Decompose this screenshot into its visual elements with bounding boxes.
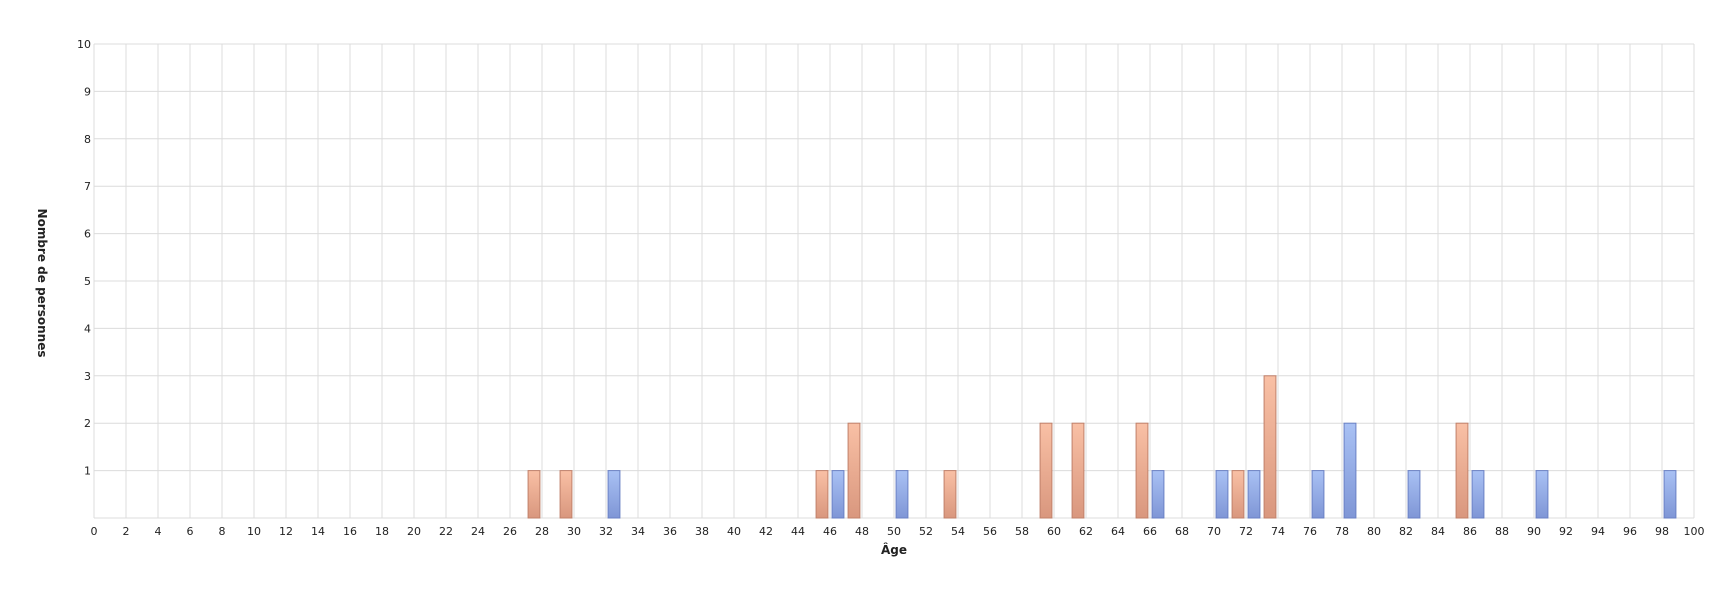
x-tick-label: 70: [1207, 525, 1221, 538]
y-tick-label: 7: [84, 180, 91, 193]
x-tick-label: 32: [599, 525, 613, 538]
bar-blue-age-86: [1471, 470, 1485, 519]
x-tick-label: 36: [663, 525, 677, 538]
bar-blue-age-70: [1215, 470, 1229, 519]
x-tick-label: 98: [1655, 525, 1669, 538]
x-tick-label: 20: [407, 525, 421, 538]
bar-orange-age-47: [847, 422, 861, 519]
x-tick-label: 58: [1015, 525, 1029, 538]
bar-blue-age-46: [831, 470, 845, 519]
x-tick-label: 38: [695, 525, 709, 538]
x-tick-label: 78: [1335, 525, 1349, 538]
y-tick-label: 2: [84, 417, 91, 430]
x-tick-label: 68: [1175, 525, 1189, 538]
y-tick-label: 5: [84, 275, 91, 288]
bar-orange-age-65: [1135, 422, 1149, 519]
bar-orange-age-73: [1263, 375, 1277, 519]
x-tick-label: 48: [855, 525, 869, 538]
bar-orange-age-85: [1455, 422, 1469, 519]
y-tick-label: 10: [77, 38, 91, 51]
bars: [527, 375, 1677, 519]
bar-blue-age-72: [1247, 470, 1261, 519]
x-tick-label: 26: [503, 525, 517, 538]
y-tick-label: 1: [84, 465, 91, 478]
y-tick-label: 3: [84, 370, 91, 383]
x-tick-label: 96: [1623, 525, 1637, 538]
x-tick-label: 54: [951, 525, 965, 538]
x-tick-label: 90: [1527, 525, 1541, 538]
y-tick-label: 4: [84, 322, 91, 335]
bar-blue-age-82: [1407, 470, 1421, 519]
x-tick-label: 86: [1463, 525, 1477, 538]
grid-lines: [93, 43, 1695, 519]
y-tick-labels: 1 2 3 4 5 6 7 8 9 10: [77, 38, 91, 478]
x-tick-label: 64: [1111, 525, 1125, 538]
x-tick-label: 62: [1079, 525, 1093, 538]
x-tick-label: 92: [1559, 525, 1573, 538]
y-axis-title: Nombre de personnes: [35, 209, 49, 358]
bar-blue-age-32: [607, 470, 621, 519]
x-tick-label: 60: [1047, 525, 1061, 538]
x-tick-label: 52: [919, 525, 933, 538]
x-tick-label: 100: [1684, 525, 1705, 538]
x-tick-label: 88: [1495, 525, 1509, 538]
bar-orange-age-71: [1231, 470, 1245, 519]
y-tick-label: 9: [84, 85, 91, 98]
x-tick-label: 2: [123, 525, 130, 538]
x-tick-label: 66: [1143, 525, 1157, 538]
x-tick-label: 84: [1431, 525, 1445, 538]
bar-orange-age-59: [1039, 422, 1053, 519]
x-tick-label: 6: [187, 525, 194, 538]
x-tick-label: 18: [375, 525, 389, 538]
x-tick-label: 46: [823, 525, 837, 538]
bar-blue-age-78: [1343, 422, 1357, 519]
bar-orange-age-61: [1071, 422, 1085, 519]
bar-orange-age-53: [943, 470, 957, 519]
x-tick-label: 74: [1271, 525, 1285, 538]
x-tick-label: 0: [91, 525, 98, 538]
x-tick-label: 10: [247, 525, 261, 538]
x-tick-label: 30: [567, 525, 581, 538]
x-tick-label: 42: [759, 525, 773, 538]
x-tick-labels: 0 2 4 6 8 10 12 14 16 18 20 22 24 26 28 30 32 34 36 38 40 42 4…: [91, 525, 1705, 538]
x-tick-label: 72: [1239, 525, 1253, 538]
bar-orange-age-27: [527, 470, 541, 519]
x-tick-label: 94: [1591, 525, 1605, 538]
x-tick-label: 24: [471, 525, 485, 538]
x-tick-label: 28: [535, 525, 549, 538]
bar-blue-age-98: [1663, 470, 1677, 519]
x-tick-label: 40: [727, 525, 741, 538]
x-tick-label: 16: [343, 525, 357, 538]
x-tick-label: 76: [1303, 525, 1317, 538]
x-axis-title: Âge: [881, 542, 907, 557]
bar-blue-age-50: [895, 470, 909, 519]
x-tick-label: 44: [791, 525, 805, 538]
x-tick-label: 50: [887, 525, 901, 538]
x-tick-label: 8: [219, 525, 226, 538]
x-tick-label: 22: [439, 525, 453, 538]
y-tick-label: 6: [84, 228, 91, 241]
bar-blue-age-90: [1535, 470, 1549, 519]
bar-blue-age-76: [1311, 470, 1325, 519]
x-tick-label: 56: [983, 525, 997, 538]
bar-blue-age-66: [1151, 470, 1165, 519]
x-tick-label: 14: [311, 525, 325, 538]
x-tick-label: 80: [1367, 525, 1381, 538]
x-tick-label: 82: [1399, 525, 1413, 538]
x-tick-label: 12: [279, 525, 293, 538]
bar-orange-age-29: [559, 470, 573, 519]
bar-orange-age-45: [815, 470, 829, 519]
x-tick-label: 34: [631, 525, 645, 538]
y-tick-label: 8: [84, 133, 91, 146]
x-tick-label: 4: [155, 525, 162, 538]
